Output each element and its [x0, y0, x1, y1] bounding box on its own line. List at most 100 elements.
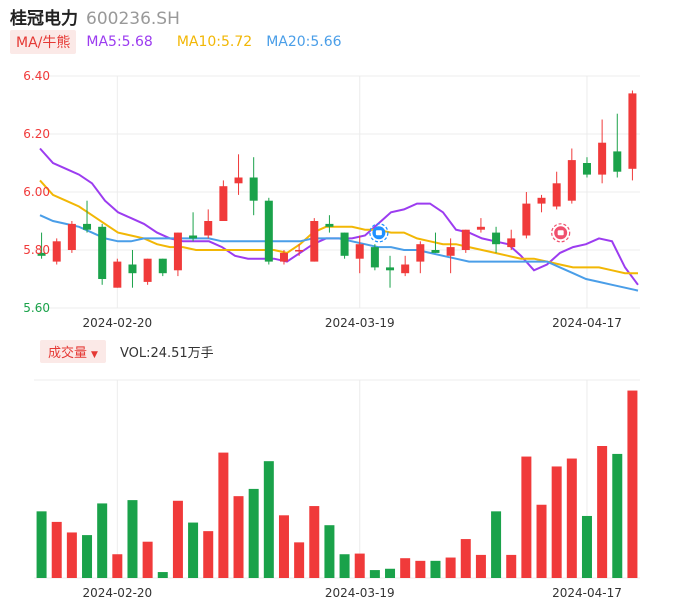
candle-body — [522, 203, 531, 236]
candle-body — [234, 177, 243, 184]
candle-body — [279, 252, 288, 262]
candle — [598, 119, 607, 184]
candle — [234, 154, 243, 195]
candle — [310, 218, 319, 262]
candle — [295, 244, 304, 256]
volume-bar — [475, 554, 486, 578]
price-tick-label: 5.80 — [23, 243, 50, 257]
volume-bar — [97, 503, 108, 578]
volume-bar — [218, 452, 229, 578]
volume-bar — [491, 511, 502, 578]
candle-body — [204, 221, 213, 236]
candle — [416, 241, 425, 274]
candle — [355, 235, 364, 274]
stock-code: 600236.SH — [86, 9, 180, 29]
candle-body — [370, 247, 379, 268]
ma-legend: MA/牛熊 MA5:5.68 MA10:5.72 MA20:5.66 — [10, 30, 342, 54]
candle-body — [431, 250, 440, 253]
candle-body — [264, 200, 273, 262]
price-tick-label: 6.40 — [23, 69, 50, 83]
stock-name: 桂冠电力 — [10, 9, 78, 29]
volume-bar — [82, 535, 93, 578]
candle — [446, 238, 455, 274]
volume-value: VOL:24.51万手 — [119, 345, 214, 361]
ma-lines — [39, 147, 639, 292]
volume-grid — [34, 379, 640, 579]
bear-marker-icon[interactable] — [369, 223, 389, 243]
price-tick-label: 6.20 — [23, 127, 50, 141]
candle — [522, 192, 531, 239]
candle — [279, 250, 288, 265]
candle-body — [567, 160, 576, 201]
volume-date-label: 2024-03-19 — [325, 586, 395, 600]
candle-body — [83, 223, 92, 230]
ma5-label: MA5:5.68 — [86, 34, 153, 50]
candle-body — [128, 264, 137, 274]
volume-selector[interactable]: 成交量 ▼ — [40, 339, 106, 363]
volume-bar — [248, 488, 259, 578]
candle-body — [52, 241, 61, 262]
candle-body — [355, 244, 364, 259]
candle — [370, 244, 379, 271]
volume-bar — [354, 553, 365, 578]
candle-body — [173, 232, 182, 271]
candle-body — [446, 247, 455, 256]
candle — [613, 113, 622, 178]
volume-bar — [627, 390, 638, 578]
candle-body — [249, 177, 258, 201]
volume-bar — [157, 572, 168, 578]
volume-date-label: 2024-02-20 — [82, 586, 152, 600]
candle-body — [552, 183, 561, 207]
candle — [67, 221, 76, 253]
candle — [537, 194, 546, 213]
volume-bar — [536, 504, 547, 578]
price-axis: 6.40 6.20 6.00 5.80 5.60 — [23, 69, 50, 315]
candle — [173, 232, 182, 277]
volume-bar — [415, 560, 426, 578]
volume-bar — [581, 515, 592, 578]
candle — [461, 229, 470, 253]
candle-body — [492, 232, 501, 245]
bull-marker-icon[interactable] — [551, 223, 571, 243]
candle — [340, 232, 349, 259]
volume-bar — [400, 558, 411, 578]
volume-bar — [460, 539, 471, 578]
candle — [507, 229, 516, 250]
candle-body — [37, 252, 46, 256]
volume-bars — [36, 390, 638, 578]
candle-body — [598, 142, 607, 175]
candle — [431, 232, 440, 253]
volume-bar — [294, 542, 305, 578]
volume-bar — [233, 496, 244, 578]
candle — [189, 212, 198, 242]
caret-down-icon: ▼ — [91, 349, 98, 360]
candle-body — [613, 151, 622, 172]
candle-body — [507, 238, 516, 248]
candle-body — [582, 163, 591, 175]
candle-body — [143, 258, 152, 282]
candle — [476, 218, 485, 233]
candle — [401, 255, 410, 277]
volume-bar — [203, 531, 214, 578]
candle-body — [113, 261, 122, 288]
price-date-label: 2024-04-17 — [552, 316, 622, 330]
candle — [158, 258, 167, 277]
volume-bar — [324, 525, 335, 578]
price-date-axis: 2024-02-20 2024-03-19 2024-04-17 — [82, 316, 621, 330]
candle — [249, 157, 258, 216]
candle — [113, 258, 122, 288]
volume-date-label: 2024-04-17 — [552, 586, 622, 600]
volume-bar — [445, 557, 456, 578]
price-date-label: 2024-03-19 — [325, 316, 395, 330]
candle — [492, 226, 501, 253]
ma5-line — [39, 147, 639, 286]
ma20-line — [39, 214, 639, 292]
volume-bar — [309, 506, 320, 578]
candle — [52, 238, 61, 265]
candle-body — [219, 186, 228, 221]
candle — [582, 157, 591, 178]
price-date-label: 2024-02-20 — [82, 316, 152, 330]
indicator-selector[interactable]: MA/牛熊 — [10, 30, 77, 54]
volume-bar — [172, 500, 183, 578]
volume-bar — [506, 554, 517, 578]
